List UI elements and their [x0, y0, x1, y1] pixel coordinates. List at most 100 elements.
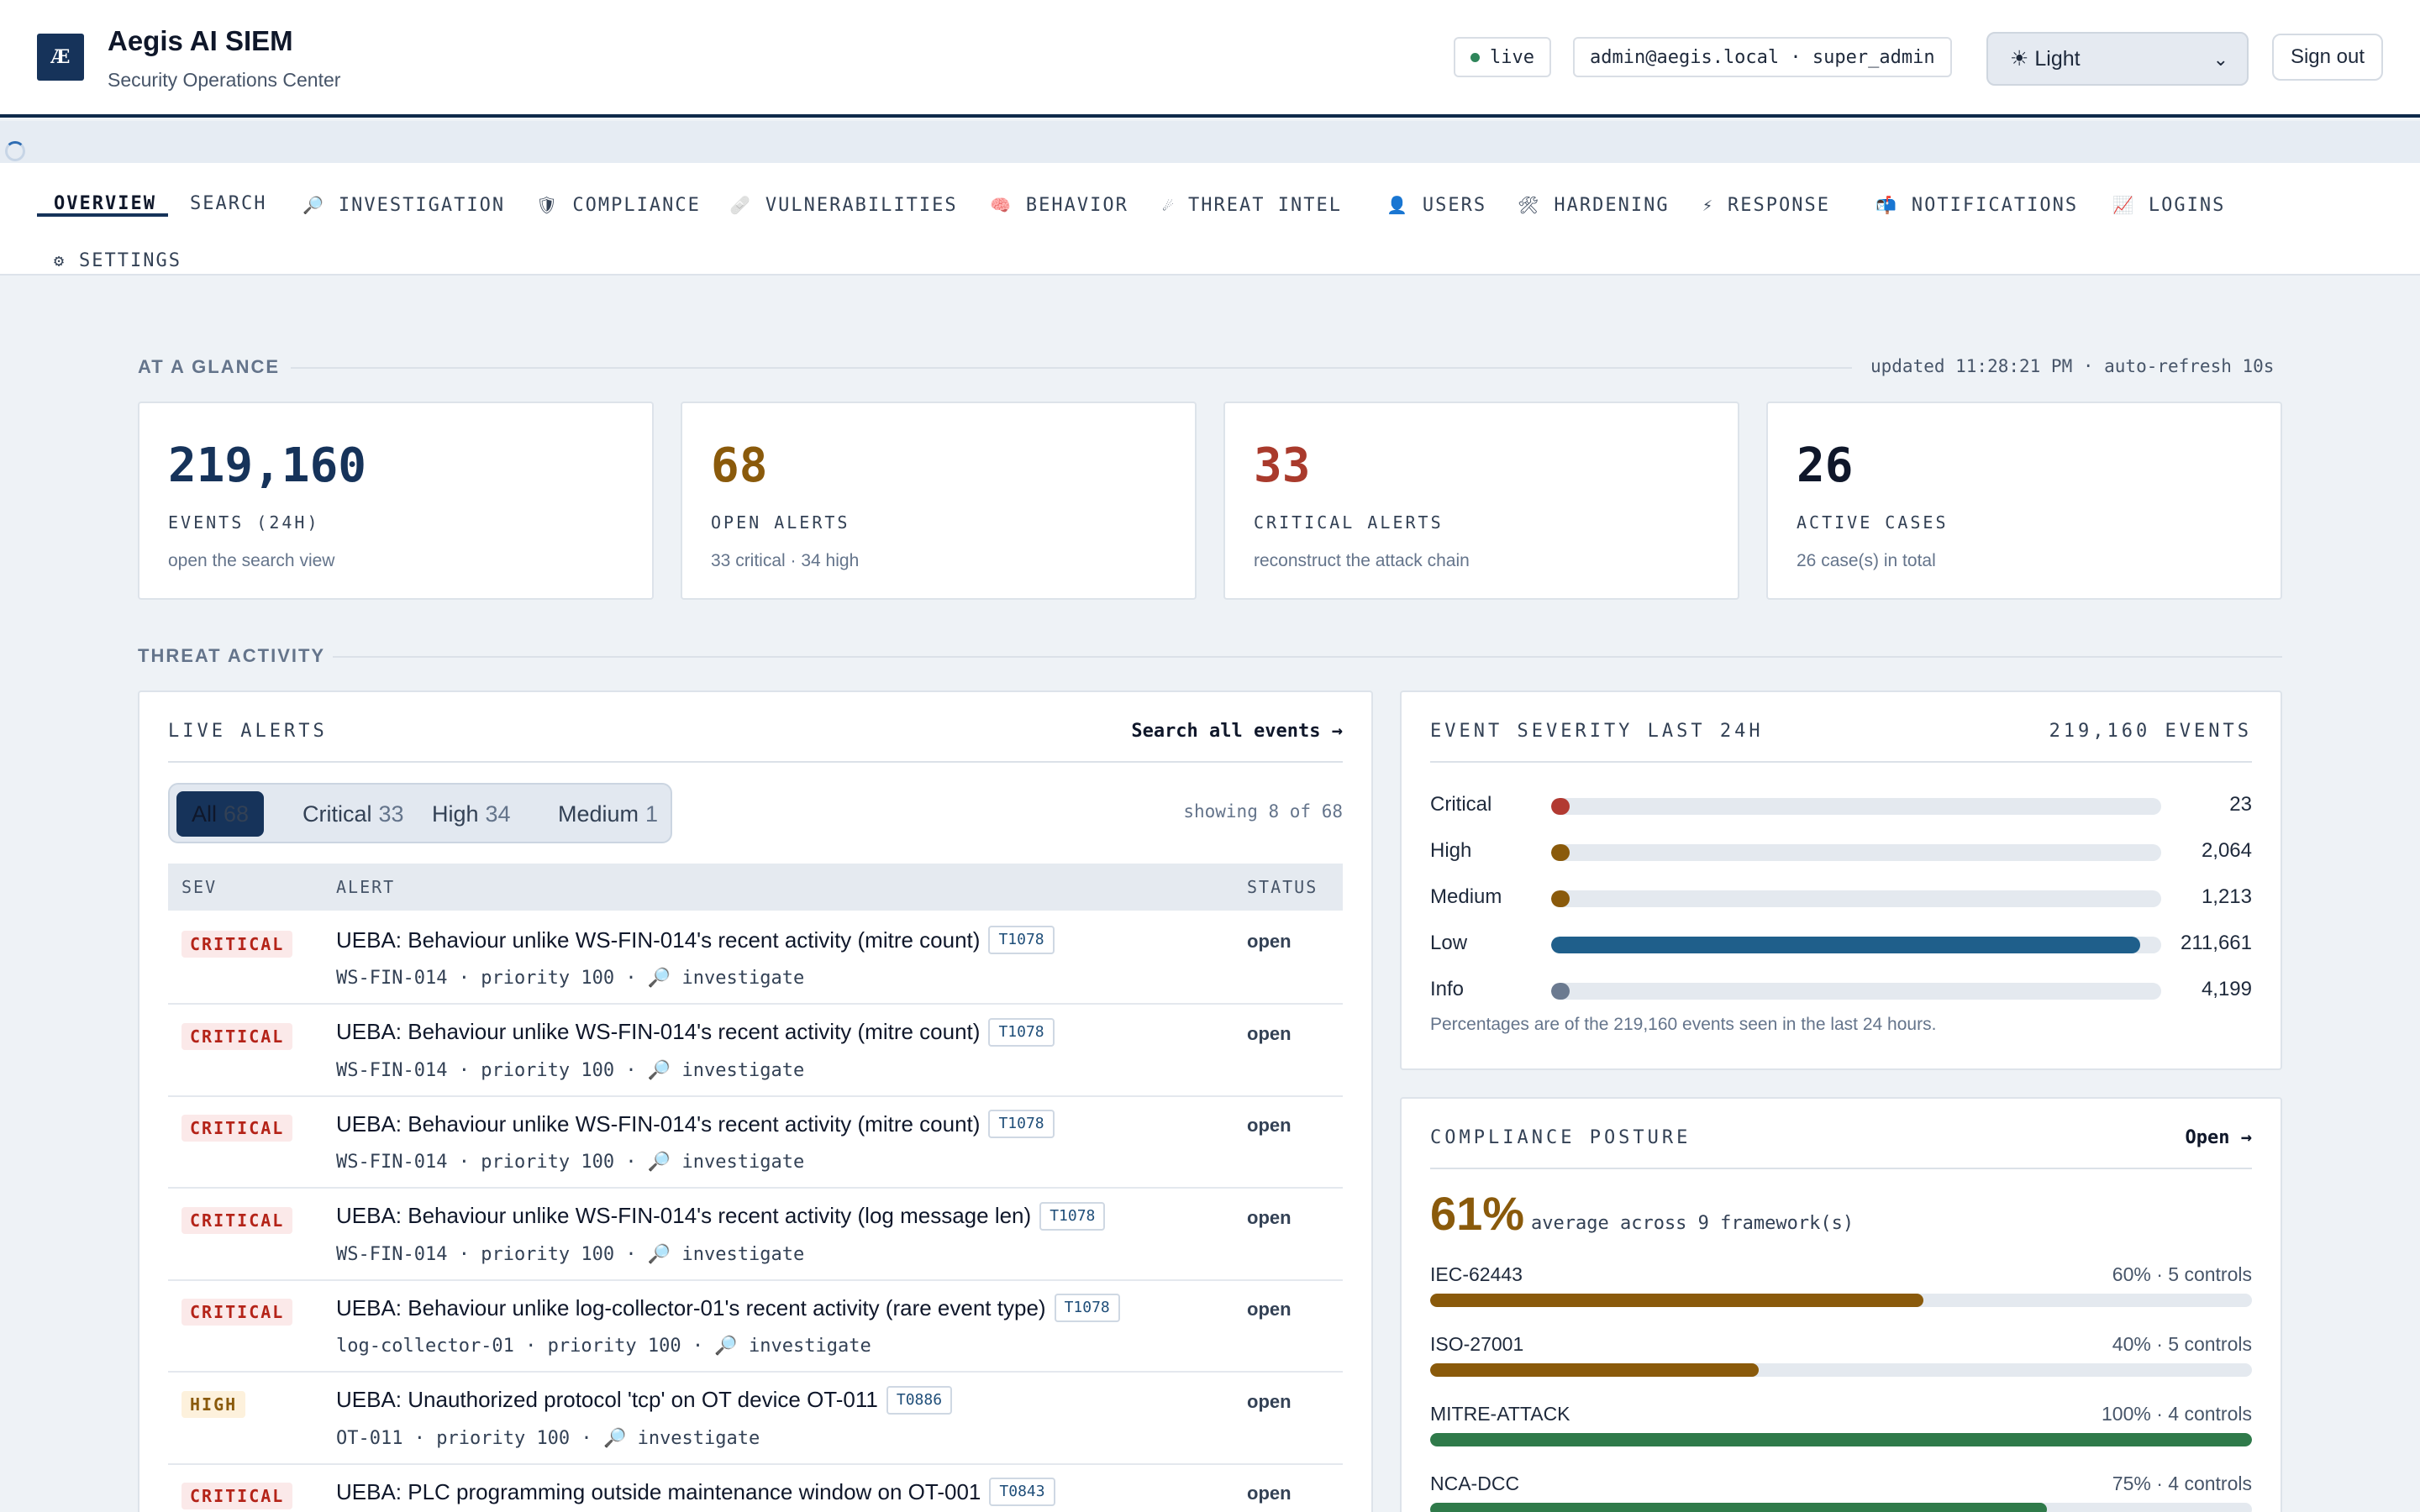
severity-bar-fill	[1551, 937, 2141, 953]
alert-title[interactable]: UEBA: Unauthorized protocol 'tcp' on OT …	[336, 1385, 953, 1415]
framework-bar-track	[1430, 1363, 2252, 1377]
filter-all-button[interactable]: All 68	[176, 791, 265, 837]
updated-timestamp: updated 11:28:21 PM · auto-refresh 10s	[1870, 356, 2275, 376]
tab-users[interactable]: 👤 USERS	[1386, 188, 1486, 222]
tab-search[interactable]: SEARCH	[190, 186, 266, 220]
tab-logins[interactable]: 📈 LOGINS	[2112, 188, 2225, 222]
tab-label: THREAT INTEL	[1188, 194, 1342, 216]
framework-bar-fill	[1430, 1294, 1923, 1307]
severity-filter: All 68 Critical 33 High 34 Medium 1	[168, 783, 672, 843]
severity-badge: CRITICAL	[182, 931, 293, 958]
filter-count: 68	[224, 801, 250, 827]
framework-stat: 100% · 4 controls	[2102, 1403, 2252, 1425]
live-label: live	[1490, 46, 1534, 68]
kpi-label: EVENTS (24H)	[168, 512, 320, 533]
mitre-tag[interactable]: T1078	[988, 926, 1055, 954]
behavior-icon: 🧠	[990, 195, 1011, 215]
mitre-tag[interactable]: T1078	[1039, 1201, 1106, 1231]
table-row[interactable]: HIGH UEBA: Unauthorized protocol 'tcp' on…	[168, 1373, 1343, 1465]
tab-investigation[interactable]: 🔎 INVESTIGATION	[302, 188, 505, 222]
event-severity-total: 219,160 EVENTS	[2049, 721, 2252, 742]
table-row[interactable]: CRITICAL UEBA: Behaviour unlike WS-FIN-01…	[168, 1005, 1343, 1097]
filter-medium-button[interactable]: Medium 1	[543, 791, 673, 837]
investigate-link[interactable]: 🔎 investigate	[602, 1427, 760, 1449]
response-icon: ⚡	[1702, 195, 1713, 215]
alert-priority: priority 100	[547, 1336, 681, 1357]
framework-name: ISO-27001	[1430, 1333, 1524, 1355]
kpi-card-events-24h[interactable]: 219,160 EVENTS (24H) open the search view	[138, 402, 654, 600]
kpi-card-open-alerts[interactable]: 68 OPEN ALERTS 33 critical · 34 high	[681, 402, 1197, 600]
investigate-link[interactable]: 🔎 investigate	[647, 968, 805, 989]
alert-title[interactable]: UEBA: Behaviour unlike WS-FIN-014's rece…	[336, 926, 1055, 954]
framework-bar-fill	[1430, 1433, 2252, 1446]
investigate-link[interactable]: 🔎 investigate	[647, 1152, 805, 1173]
compliance-posture-panel: COMPLIANCE POSTURE Open → 61% average ac…	[1400, 1097, 2282, 1512]
tab-compliance[interactable]: 🛡 COMPLIANCE	[536, 188, 701, 222]
filter-critical-button[interactable]: Critical 33	[287, 791, 419, 837]
column-header-status: STATUS	[1247, 877, 1318, 897]
alert-host: WS-FIN-014	[336, 968, 448, 989]
alert-title[interactable]: UEBA: Behaviour unlike WS-FIN-014's rece…	[336, 1201, 1106, 1231]
alert-title[interactable]: UEBA: Behaviour unlike log-collector-01'…	[336, 1294, 1120, 1322]
kpi-subtitle: 26 case(s) in total	[1797, 551, 1936, 570]
table-row[interactable]: CRITICAL UEBA: PLC programming outside ma…	[168, 1464, 1343, 1512]
investigate-link[interactable]: 🔎 investigate	[647, 1059, 805, 1081]
theme-select[interactable]: ☀ Light ⌄	[1986, 32, 2249, 86]
alert-title[interactable]: UEBA: Behaviour unlike WS-FIN-014's rece…	[336, 1017, 1055, 1047]
framework-bar-track	[1430, 1503, 2252, 1512]
alert-priority: priority 100	[481, 968, 615, 989]
mitre-tag[interactable]: T1078	[988, 1017, 1055, 1047]
kpi-card-critical-alerts[interactable]: 33 CRITICAL ALERTS reconstruct the attack …	[1223, 402, 1739, 600]
tab-settings[interactable]: ⚙ SETTINGS	[54, 244, 182, 277]
investigate-link[interactable]: 🔎 investigate	[714, 1336, 871, 1357]
severity-badge: CRITICAL	[182, 1483, 293, 1509]
table-row[interactable]: CRITICAL UEBA: Behaviour unlike WS-FIN-01…	[168, 1189, 1343, 1281]
tab-label: VULNERABILITIES	[765, 194, 958, 216]
tab-hardening[interactable]: 🛠 HARDENING	[1518, 188, 1670, 222]
investigate-link[interactable]: 🔎 investigate	[647, 1243, 805, 1265]
tab-label: COMPLIANCE	[572, 194, 701, 216]
alert-title-text: UEBA: Behaviour unlike WS-FIN-014's rece…	[336, 1110, 981, 1137]
compliance-open-link[interactable]: Open →	[2185, 1127, 2252, 1148]
table-row[interactable]: CRITICAL UEBA: Behaviour unlike WS-FIN-01…	[168, 1096, 1343, 1189]
alert-priority: priority 100	[481, 1243, 615, 1265]
mitre-tag[interactable]: T0886	[886, 1385, 953, 1415]
severity-bar-track	[1551, 890, 2161, 907]
tab-behavior[interactable]: 🧠 BEHAVIOR	[990, 188, 1128, 222]
tab-vulnerabilities[interactable]: 🩹 VULNERABILITIES	[729, 188, 958, 222]
tab-notifications[interactable]: 📬 NOTIFICATIONS	[1876, 188, 2078, 222]
table-row[interactable]: CRITICAL UEBA: Behaviour unlike WS-FIN-01…	[168, 912, 1343, 1005]
showing-count: showing 8 of 68	[1183, 801, 1343, 822]
alert-host: WS-FIN-014	[336, 1243, 448, 1265]
framework-bar-track	[1430, 1294, 2252, 1307]
tab-overview[interactable]: OVERVIEW	[54, 186, 156, 220]
severity-count: 1,213	[2201, 885, 2252, 908]
kpi-value: 26	[1797, 438, 1854, 493]
kpi-subtitle: reconstruct the attack chain	[1254, 551, 1470, 570]
search-all-events-link[interactable]: Search all events →	[1131, 721, 1343, 742]
loading-bar	[0, 121, 2420, 163]
threat-intel-icon: ☄	[1163, 195, 1174, 215]
alert-title[interactable]: UEBA: Behaviour unlike WS-FIN-014's rece…	[336, 1110, 1055, 1138]
framework-name: NCA-DCC	[1430, 1473, 1520, 1494]
panel-divider	[1430, 761, 2252, 763]
compliance-title: COMPLIANCE POSTURE	[1430, 1127, 1691, 1148]
filter-high-button[interactable]: High 34	[417, 791, 526, 837]
tab-label: LOGINS	[2148, 194, 2226, 216]
tab-response[interactable]: ⚡ RESPONSE	[1702, 188, 1830, 222]
severity-bar-track	[1551, 983, 2161, 1000]
severity-count: 211,661	[2181, 932, 2252, 954]
live-alerts-panel: LIVE ALERTS Search all events → All 68 Cri…	[138, 690, 1373, 1512]
alert-title-text: UEBA: Behaviour unlike WS-FIN-014's rece…	[336, 1203, 1032, 1228]
kpi-card-active-cases[interactable]: 26 ACTIVE CASES 26 case(s) in total	[1766, 402, 2282, 600]
kpi-subtitle: 33 critical · 34 high	[711, 551, 860, 570]
table-row[interactable]: CRITICAL UEBA: Behaviour unlike log-colle…	[168, 1280, 1343, 1373]
mitre-tag[interactable]: T1078	[1054, 1294, 1120, 1322]
mitre-tag[interactable]: T1078	[988, 1110, 1055, 1138]
tab-threat-intel[interactable]: ☄ THREAT INTEL	[1163, 188, 1342, 222]
sign-out-button[interactable]: Sign out	[2272, 34, 2383, 81]
alert-title[interactable]: UEBA: PLC programming outside maintenanc…	[336, 1478, 1055, 1506]
severity-bar-track	[1551, 798, 2161, 815]
severity-badge: HIGH	[182, 1390, 246, 1418]
mitre-tag[interactable]: T0843	[989, 1478, 1055, 1506]
